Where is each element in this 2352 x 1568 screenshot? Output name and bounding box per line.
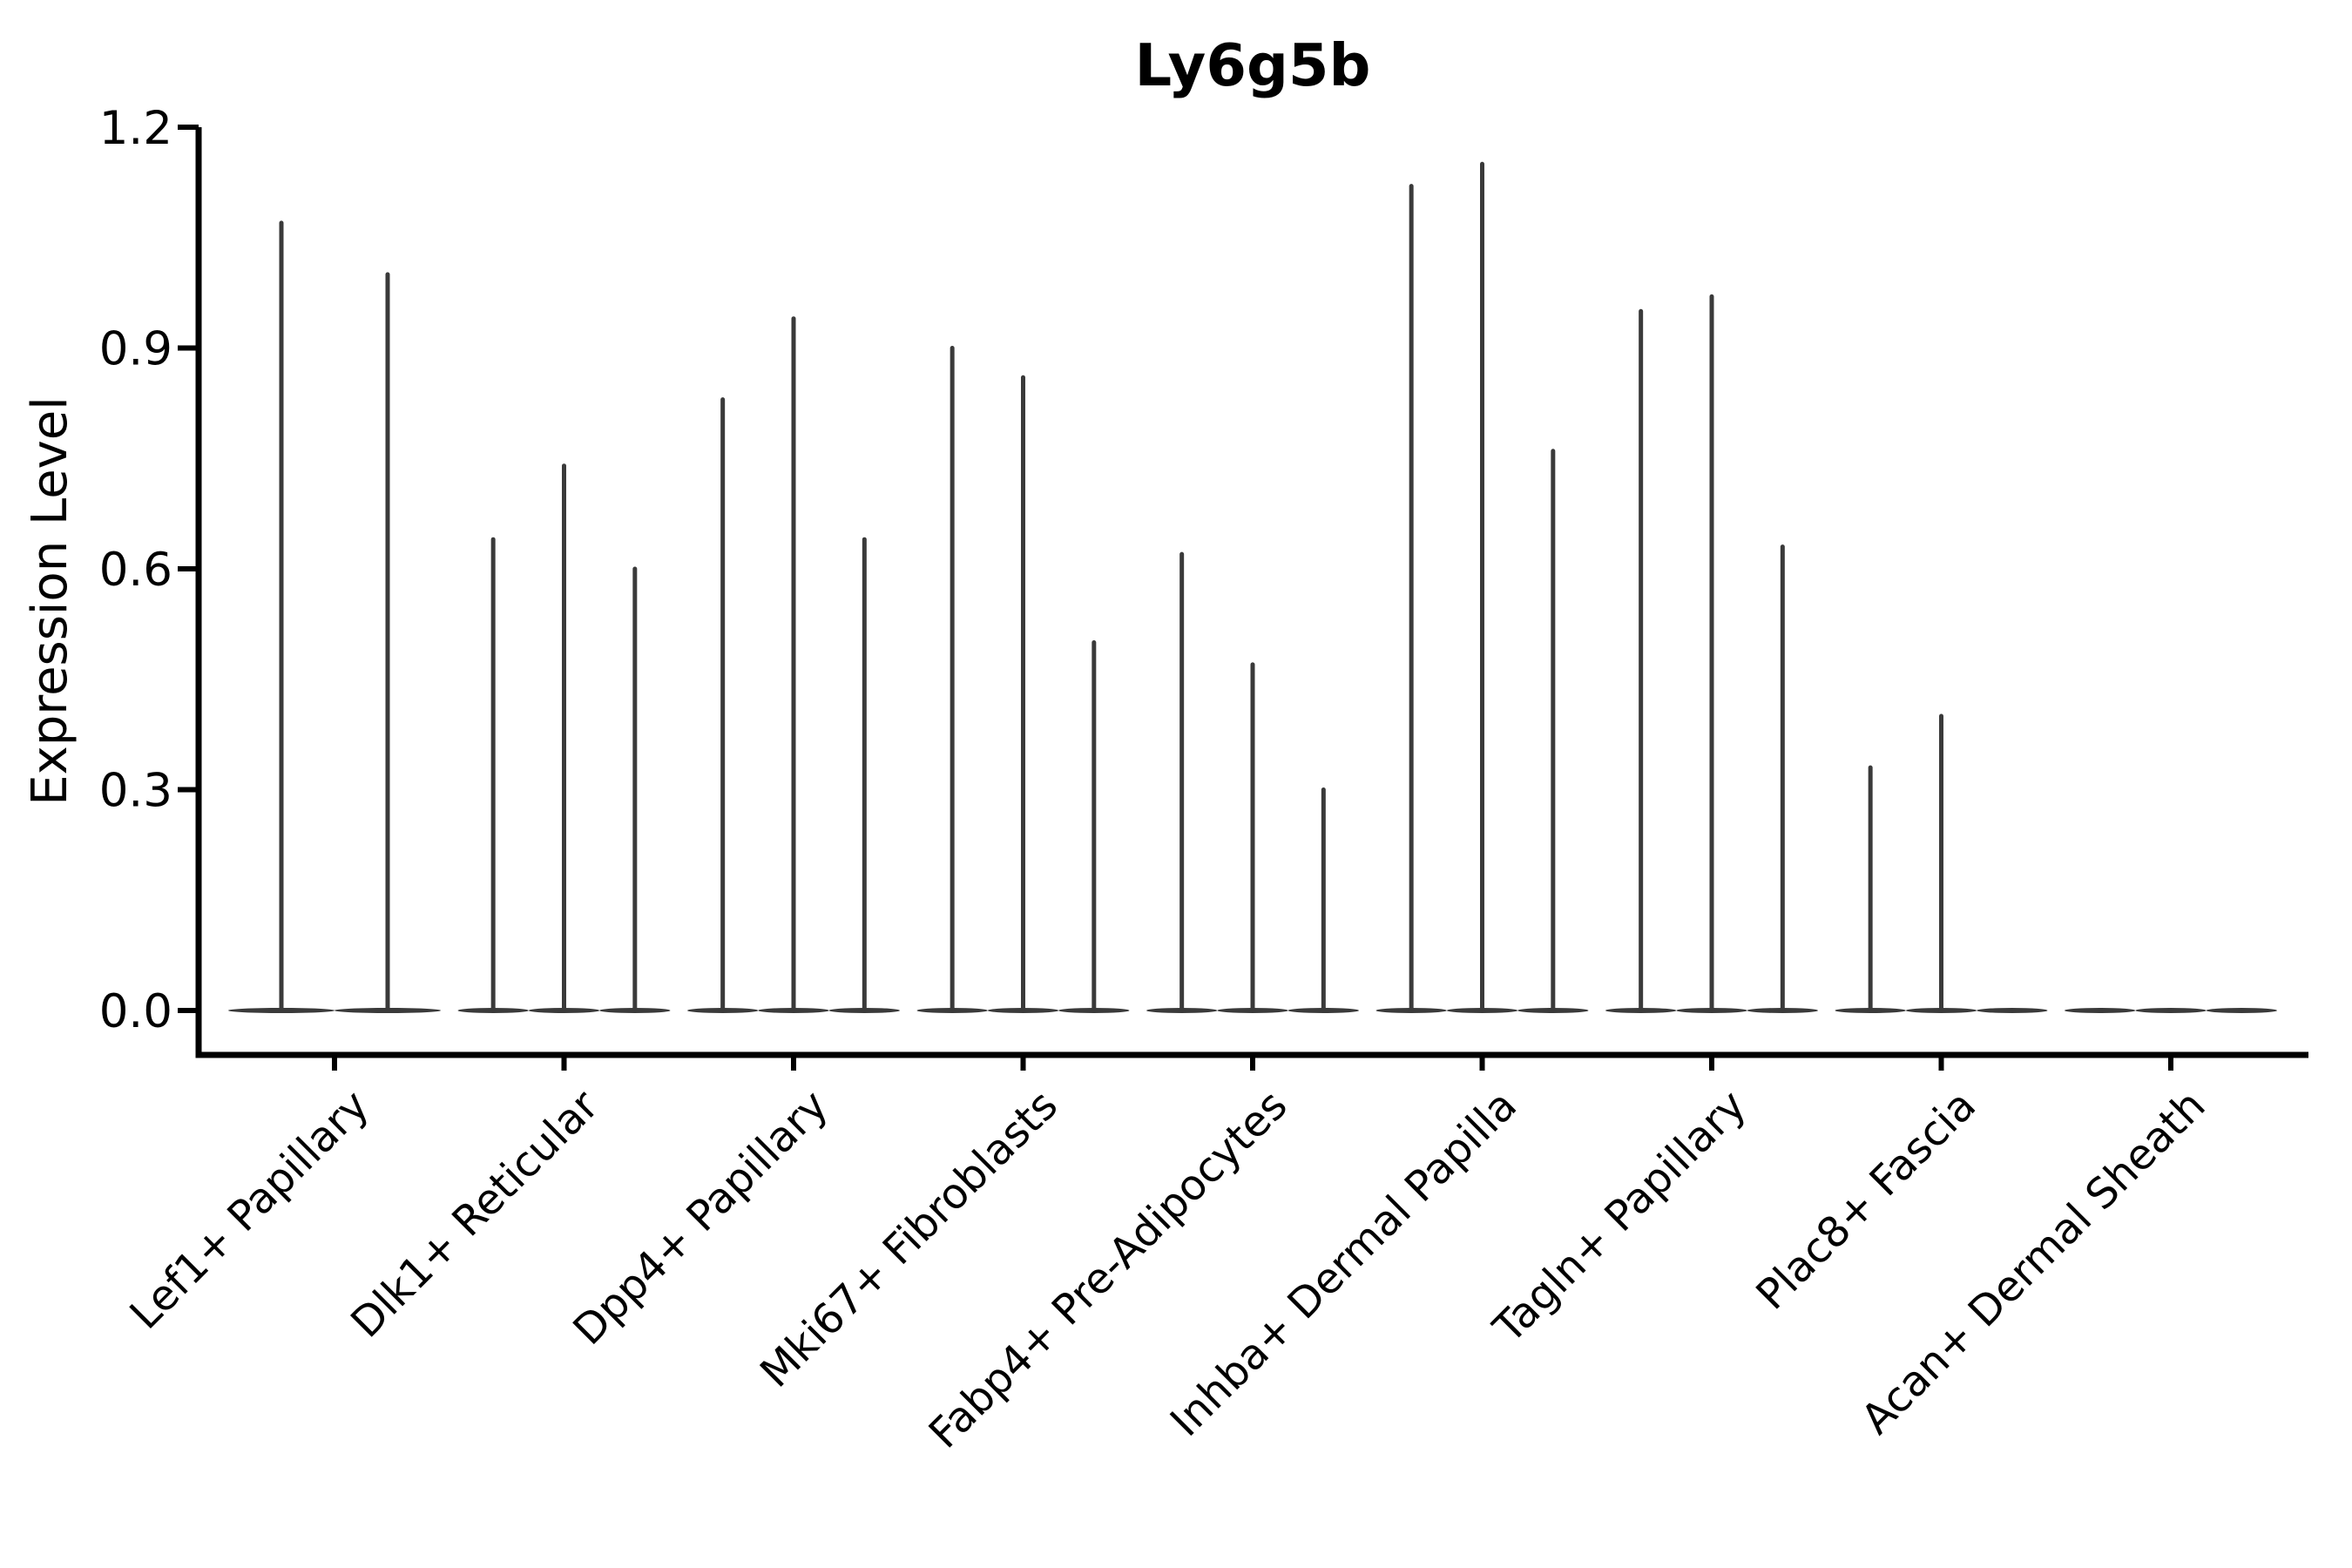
- violin-base: [2135, 1008, 2207, 1013]
- x-category-label: Lef1+ Papillary: [121, 1081, 379, 1339]
- x-category-label: Tagln+ Papillary: [1484, 1081, 1755, 1353]
- chart-title: Ly6g5b: [1135, 31, 1371, 99]
- violin-base: [1977, 1008, 2048, 1013]
- y-tick-label: 1.2: [99, 102, 172, 155]
- y-tick-label: 0.9: [99, 323, 172, 376]
- x-category-label: Plac8+ Fascia: [1747, 1081, 1985, 1320]
- y-tick-label: 0.0: [99, 985, 172, 1038]
- y-axis-title: Expression Level: [22, 396, 78, 806]
- y-tick-label: 0.3: [99, 765, 172, 818]
- violin-base: [2206, 1008, 2277, 1013]
- y-tick-label: 0.6: [99, 544, 172, 597]
- x-category-label: Dpp4+ Papillary: [564, 1081, 837, 1355]
- x-category-label: Dlk1+ Reticular: [341, 1081, 608, 1348]
- violin-base: [2065, 1008, 2136, 1013]
